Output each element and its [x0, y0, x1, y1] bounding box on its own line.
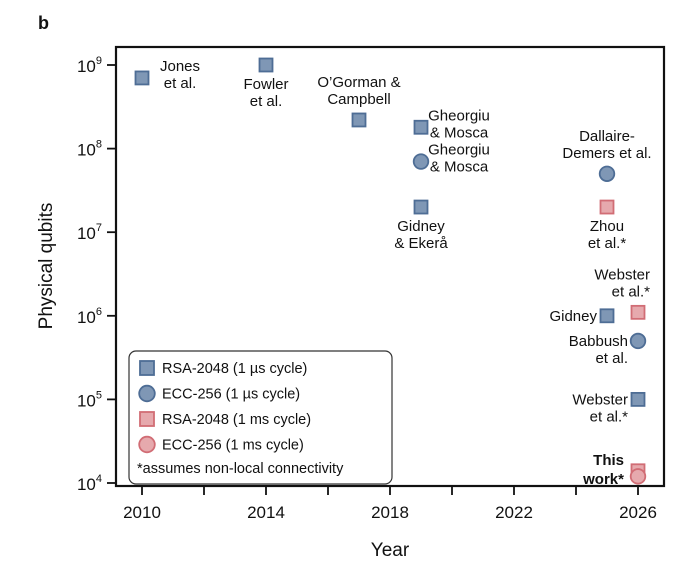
data-point-group: Jones et al. — [134, 58, 200, 92]
point-label: Gidney — [549, 308, 597, 325]
legend-footnote: *assumes non-local connectivity — [137, 461, 344, 477]
legend-marker-ecc_ms — [138, 435, 156, 454]
marker-rsa_us — [413, 119, 429, 135]
point-label: Babbush et al. — [569, 333, 628, 367]
legend-label: RSA-2048 (1 ms cycle) — [162, 412, 311, 428]
marker-rsa_us — [630, 391, 646, 407]
data-point-group: Gidney — [549, 308, 615, 325]
x-axis-title: Year — [371, 540, 410, 561]
marker-rsa_ms — [630, 304, 646, 320]
y-tick-label: 106 — [77, 306, 102, 327]
point-label: Jones et al. — [160, 58, 200, 92]
legend-entry: ECC-256 (1 µs cycle) — [138, 384, 300, 403]
y-axis-title: Physical qubits — [36, 203, 57, 330]
y-tick-label: 108 — [77, 139, 102, 160]
point-label: Fowler et al. — [243, 76, 288, 110]
marker-rsa_ms — [599, 199, 615, 215]
legend-label: RSA-2048 (1 µs cycle) — [162, 361, 307, 377]
data-points: Jones et al. Fowler et al. O’Gorman & Campbel… — [134, 57, 652, 488]
legend-label: ECC-256 (1 µs cycle) — [162, 387, 300, 403]
marker-rsa_us — [413, 199, 429, 215]
point-label: Webster et al.* — [572, 391, 628, 425]
x-tick-label: 2018 — [371, 503, 409, 522]
y-tick-label: 104 — [77, 473, 102, 494]
point-label: Webster et al.* — [594, 266, 650, 300]
point-label: Dallaire-Demers et al. — [562, 128, 651, 162]
data-point-group: Webster et al.* — [594, 266, 650, 320]
data-point-group: Dallaire-Demers et al. — [562, 128, 652, 182]
marker-ecc_us — [629, 332, 647, 350]
point-label: This work* — [582, 452, 624, 488]
x-tick-label: 2010 — [123, 503, 161, 522]
x-tick-label: 2022 — [495, 503, 533, 522]
y-tick-label: 105 — [77, 389, 102, 410]
data-point-group: Webster et al.* — [572, 391, 646, 425]
data-point-group — [629, 468, 647, 485]
y-axis: 109 108 107 106 105 104 — [77, 55, 116, 494]
marker-rsa_us — [134, 70, 150, 86]
point-label: Gheorgiu & Mosca — [428, 142, 490, 176]
legend-entry: RSA-2048 (1 ms cycle) — [139, 411, 311, 428]
x-axis: 2010 2014 2018 2022 2026 — [123, 486, 657, 522]
legend-label: ECC-256 (1 ms cycle) — [162, 438, 304, 454]
data-point-group: O’Gorman & Campbell — [317, 74, 401, 128]
legend-entry: ECC-256 (1 ms cycle) — [138, 435, 304, 454]
y-tick-label: 109 — [77, 55, 102, 76]
marker-ecc_us — [412, 153, 430, 170]
data-point-group: Gheorgiu & Mosca — [413, 107, 490, 141]
x-tick-label: 2014 — [247, 503, 285, 522]
legend-entry: RSA-2048 (1 µs cycle) — [139, 360, 307, 377]
data-point-group: Babbush et al. — [569, 332, 647, 367]
data-point-group: Zhou et al.* — [588, 199, 627, 252]
marker-rsa_us — [599, 308, 615, 324]
marker-ecc_ms — [629, 468, 647, 485]
y-tick-label: 107 — [77, 222, 102, 243]
data-point-group: Fowler et al. — [243, 57, 289, 110]
data-point-group: Gidney & Ekerå — [394, 199, 448, 252]
point-label: Zhou et al.* — [588, 218, 627, 252]
marker-rsa_us — [258, 57, 274, 73]
point-label: Gheorgiu & Mosca — [428, 107, 490, 141]
panel-label: b — [38, 13, 49, 33]
legend-marker-rsa_us — [139, 360, 155, 376]
marker-ecc_us — [598, 165, 616, 182]
point-label: Gidney & Ekerå — [394, 218, 448, 252]
legend-marker-rsa_ms — [139, 411, 155, 427]
data-point-group: Gheorgiu & Mosca — [412, 142, 490, 176]
legend-box — [128, 350, 393, 485]
marker-rsa_us — [351, 112, 367, 128]
legend-marker-ecc_us — [138, 384, 156, 403]
x-tick-label: 2026 — [619, 503, 657, 522]
point-label: O’Gorman & Campbell — [317, 74, 400, 108]
legend: RSA-2048 (1 µs cycle) ECC-256 (1 µs cycle… — [128, 350, 393, 485]
